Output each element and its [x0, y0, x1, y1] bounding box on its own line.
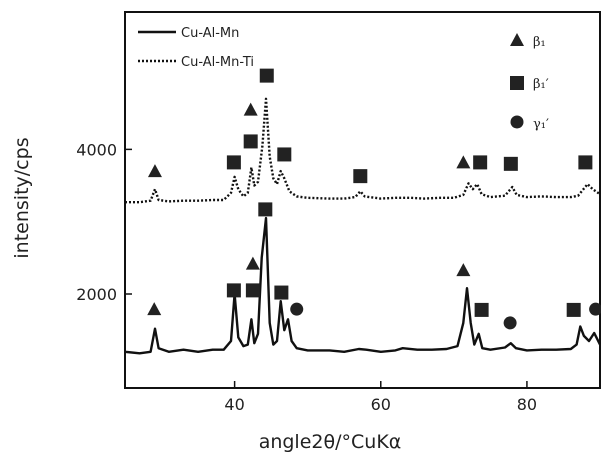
legend-label-cu-al-mn-ti: Cu-Al-Mn-Ti: [181, 55, 254, 70]
plot-area-border: [124, 11, 601, 389]
marker-triangle: [243, 102, 258, 116]
marker-square: [473, 155, 488, 170]
x-tick-label: 80: [517, 395, 537, 414]
marker-circle: [589, 302, 601, 316]
marker-square: [259, 68, 274, 83]
y-tick-label: 2000: [76, 285, 117, 304]
x-tick-label: 60: [371, 395, 391, 414]
series-layer: [124, 97, 601, 355]
marker-square: [566, 302, 581, 317]
marker-square: [245, 283, 260, 298]
x-tick-label: 40: [224, 395, 244, 414]
marker-triangle: [456, 155, 471, 169]
phase-legend: β₁ β₁′ γ₁′: [510, 33, 549, 132]
legend: Cu-Al-Mn Cu-Al-Mn-Ti: [138, 26, 254, 70]
series-line-cu-al-mn: [124, 216, 601, 355]
phase-legend-label-gamma1-prime: γ₁′: [533, 117, 549, 132]
x-axis-title: angle2θ/°CuKα: [259, 431, 402, 453]
phase-legend-circle-icon: [510, 115, 524, 129]
marker-circle: [290, 302, 304, 316]
marker-triangle: [147, 164, 162, 178]
marker-triangle: [147, 302, 162, 316]
marker-square: [353, 169, 368, 184]
marker-layer: [147, 68, 601, 330]
marker-square: [274, 285, 289, 300]
marker-square: [226, 155, 241, 170]
marker-square: [226, 283, 241, 298]
marker-square: [578, 155, 593, 170]
marker-triangle: [456, 263, 471, 277]
marker-square: [277, 147, 292, 162]
tick-layer: 40 60 80 2000 4000: [76, 140, 537, 414]
legend-label-cu-al-mn: Cu-Al-Mn: [181, 26, 239, 41]
marker-circle: [503, 316, 517, 330]
series-line-cu-al-mn-ti: [125, 97, 601, 204]
marker-square: [503, 156, 518, 171]
plot-frame: [124, 11, 601, 389]
phase-legend-label-beta1-prime: β₁′: [533, 77, 549, 92]
marker-square: [474, 302, 489, 317]
marker-triangle: [245, 256, 260, 270]
phase-legend-triangle-icon: [510, 33, 524, 46]
y-tick-label: 4000: [76, 140, 117, 159]
marker-square: [243, 134, 258, 149]
y-axis-title: intensity/cps: [11, 137, 33, 258]
marker-square: [258, 202, 273, 217]
phase-legend-label-beta1: β₁: [533, 35, 546, 50]
phase-legend-square-icon: [510, 76, 524, 90]
